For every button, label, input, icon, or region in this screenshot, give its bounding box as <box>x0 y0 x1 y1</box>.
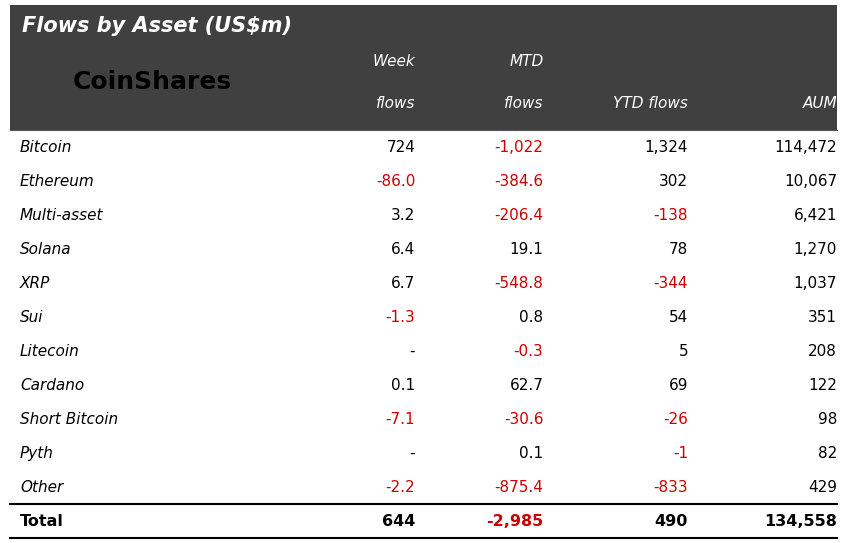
Text: Week: Week <box>373 54 415 69</box>
Text: 10,067: 10,067 <box>783 174 837 189</box>
Text: 3.2: 3.2 <box>391 208 415 223</box>
Text: 302: 302 <box>659 174 688 189</box>
Text: 429: 429 <box>808 479 837 495</box>
Text: 82: 82 <box>817 446 837 460</box>
Text: 0.1: 0.1 <box>519 446 544 460</box>
Text: -2.2: -2.2 <box>385 479 415 495</box>
Text: 69: 69 <box>668 377 688 393</box>
Text: Sui: Sui <box>20 310 43 325</box>
Text: 6.4: 6.4 <box>391 242 415 257</box>
Text: Other: Other <box>20 479 64 495</box>
Text: -138: -138 <box>654 208 688 223</box>
Text: Ethereum: Ethereum <box>20 174 95 189</box>
Text: MTD: MTD <box>509 54 544 69</box>
Text: Solana: Solana <box>20 242 72 257</box>
Text: -1.3: -1.3 <box>385 310 415 325</box>
Text: flows: flows <box>376 96 415 111</box>
Text: 644: 644 <box>382 514 415 528</box>
Text: -1: -1 <box>673 446 688 460</box>
Text: Multi-asset: Multi-asset <box>20 208 103 223</box>
Text: -833: -833 <box>654 479 688 495</box>
FancyBboxPatch shape <box>10 5 837 130</box>
Text: -86.0: -86.0 <box>376 174 415 189</box>
Text: 62.7: 62.7 <box>510 377 544 393</box>
Text: Cardano: Cardano <box>20 377 84 393</box>
Text: Flows by Asset (US$m): Flows by Asset (US$m) <box>22 16 292 36</box>
Text: 5: 5 <box>678 344 688 358</box>
Text: flows: flows <box>504 96 544 111</box>
Text: 54: 54 <box>669 310 688 325</box>
Text: 78: 78 <box>669 242 688 257</box>
Text: -1,022: -1,022 <box>495 140 544 155</box>
Text: 490: 490 <box>655 514 688 528</box>
Text: 1,324: 1,324 <box>645 140 688 155</box>
Text: -7.1: -7.1 <box>385 412 415 427</box>
Text: -: - <box>410 446 415 460</box>
Text: 134,558: 134,558 <box>764 514 837 528</box>
Text: Litecoin: Litecoin <box>20 344 80 358</box>
Text: -2,985: -2,985 <box>486 514 544 528</box>
Text: 1,270: 1,270 <box>794 242 837 257</box>
Text: -0.3: -0.3 <box>513 344 544 358</box>
Text: -344: -344 <box>654 276 688 291</box>
Text: 0.8: 0.8 <box>519 310 544 325</box>
Text: 114,472: 114,472 <box>774 140 837 155</box>
Text: -384.6: -384.6 <box>495 174 544 189</box>
Text: Total: Total <box>20 514 64 528</box>
Text: -875.4: -875.4 <box>495 479 544 495</box>
Text: XRP: XRP <box>20 276 50 291</box>
Text: Short Bitcoin: Short Bitcoin <box>20 412 118 427</box>
Text: 351: 351 <box>808 310 837 325</box>
Text: AUM: AUM <box>802 96 837 111</box>
Text: YTD flows: YTD flows <box>613 96 688 111</box>
Text: 0.1: 0.1 <box>391 377 415 393</box>
Text: 98: 98 <box>817 412 837 427</box>
Text: 724: 724 <box>386 140 415 155</box>
Text: 1,037: 1,037 <box>794 276 837 291</box>
Text: 6.7: 6.7 <box>391 276 415 291</box>
Text: -206.4: -206.4 <box>495 208 544 223</box>
Text: 122: 122 <box>808 377 837 393</box>
Text: -26: -26 <box>663 412 688 427</box>
Text: Bitcoin: Bitcoin <box>20 140 72 155</box>
Text: 19.1: 19.1 <box>510 242 544 257</box>
Text: -30.6: -30.6 <box>504 412 544 427</box>
Text: -: - <box>410 344 415 358</box>
Text: Pyth: Pyth <box>20 446 54 460</box>
Text: 6,421: 6,421 <box>794 208 837 223</box>
Text: 208: 208 <box>808 344 837 358</box>
Text: CoinShares: CoinShares <box>73 70 232 94</box>
Text: -548.8: -548.8 <box>495 276 544 291</box>
